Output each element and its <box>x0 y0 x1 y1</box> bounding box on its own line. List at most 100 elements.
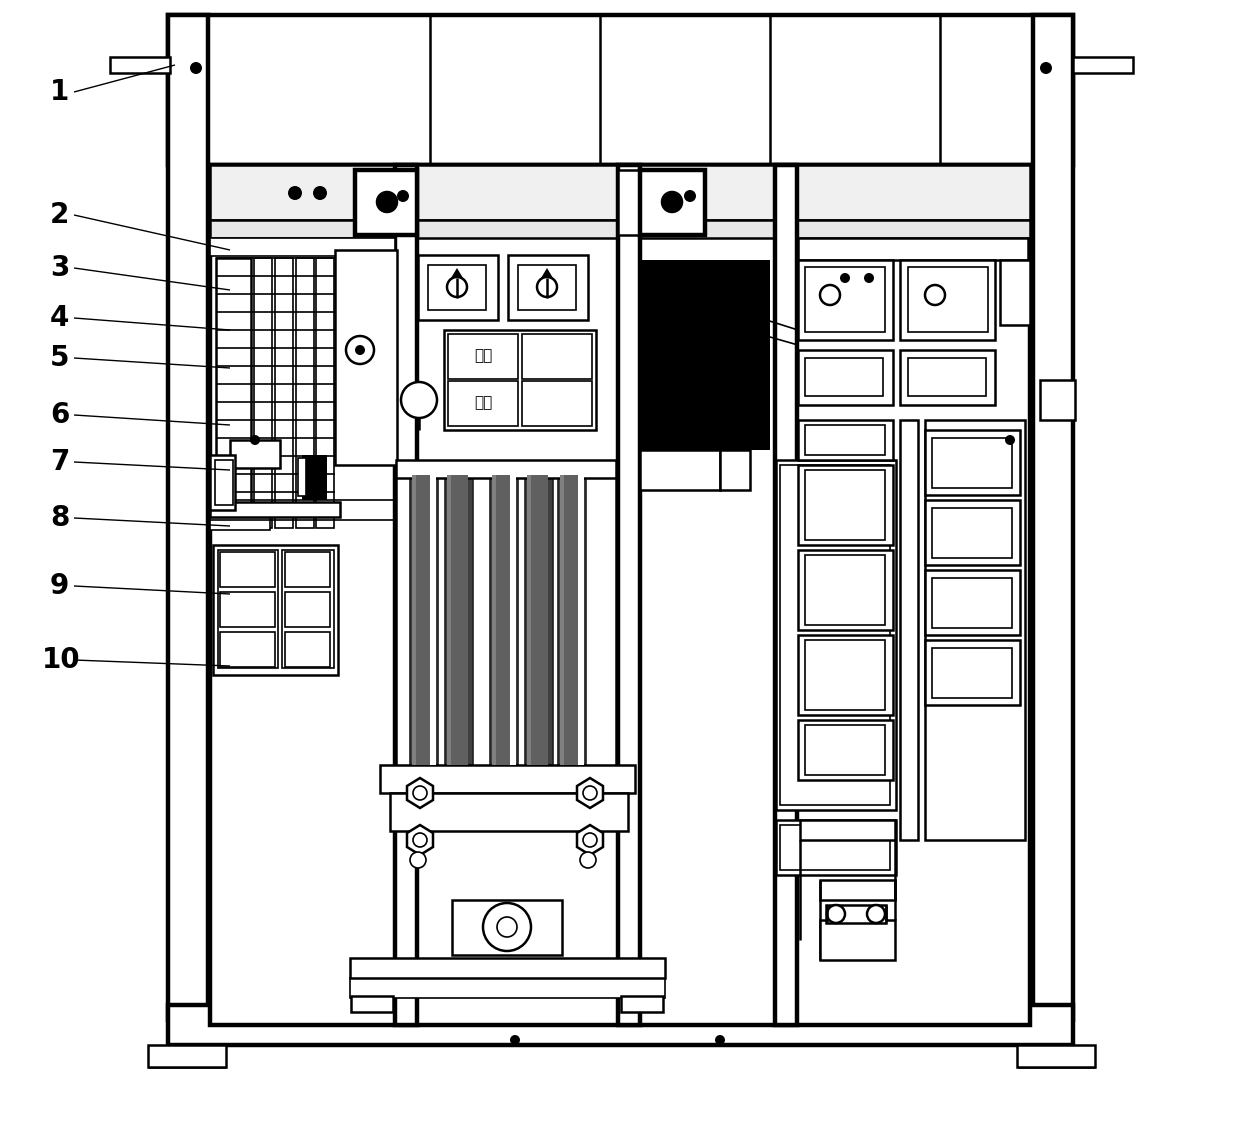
Bar <box>444 330 596 430</box>
Bar <box>216 258 250 528</box>
Bar <box>219 632 275 668</box>
Circle shape <box>684 190 696 202</box>
Bar <box>351 996 393 1012</box>
Bar <box>618 165 640 1025</box>
Circle shape <box>190 62 202 75</box>
Text: 分闸: 分闸 <box>474 396 492 411</box>
Bar <box>820 880 895 900</box>
Bar <box>925 430 1021 496</box>
Bar <box>396 165 417 1025</box>
Bar <box>932 578 1012 629</box>
Circle shape <box>827 905 844 923</box>
Circle shape <box>1004 435 1016 445</box>
Bar <box>391 793 627 830</box>
Bar <box>799 237 1028 260</box>
Bar <box>285 632 330 668</box>
Circle shape <box>355 345 365 356</box>
Circle shape <box>377 192 397 212</box>
Text: 6: 6 <box>50 401 69 429</box>
Circle shape <box>397 190 409 202</box>
Bar <box>210 518 270 530</box>
Bar <box>1040 380 1075 420</box>
Circle shape <box>864 273 874 283</box>
Bar <box>558 475 587 765</box>
Circle shape <box>510 1035 520 1045</box>
Text: 储能: 储能 <box>474 349 492 364</box>
Circle shape <box>497 916 517 937</box>
Bar <box>350 958 665 978</box>
Text: 10: 10 <box>42 646 81 674</box>
Bar <box>335 250 397 465</box>
Polygon shape <box>541 268 553 278</box>
Bar <box>900 260 994 340</box>
Bar <box>428 265 486 310</box>
Bar <box>167 15 208 1020</box>
Polygon shape <box>577 825 603 855</box>
Bar <box>219 552 275 587</box>
Bar <box>396 460 616 478</box>
Text: 1: 1 <box>50 78 69 106</box>
Polygon shape <box>577 778 603 807</box>
Bar <box>210 220 1030 237</box>
Bar <box>900 350 994 405</box>
Circle shape <box>413 833 427 846</box>
Text: 4: 4 <box>50 304 69 331</box>
Bar <box>925 500 1021 565</box>
Bar <box>490 475 518 765</box>
Text: 2: 2 <box>50 201 69 229</box>
Bar <box>415 475 433 765</box>
Bar <box>275 258 293 528</box>
Circle shape <box>312 186 327 200</box>
Text: 7: 7 <box>50 448 69 476</box>
Circle shape <box>662 192 682 212</box>
Bar <box>522 334 591 379</box>
Bar <box>492 475 496 765</box>
Bar <box>799 260 893 340</box>
Circle shape <box>250 435 260 445</box>
Text: 3: 3 <box>50 253 69 282</box>
Bar <box>285 552 330 587</box>
Circle shape <box>413 786 427 799</box>
Bar <box>448 381 518 426</box>
Bar <box>210 237 396 256</box>
Bar <box>799 350 893 405</box>
Bar <box>396 465 616 780</box>
Circle shape <box>839 273 849 283</box>
Bar <box>410 475 438 765</box>
Bar <box>720 450 750 490</box>
Circle shape <box>346 336 374 364</box>
Bar <box>281 551 334 668</box>
Bar <box>780 825 890 871</box>
Bar <box>908 358 986 396</box>
Circle shape <box>1040 62 1052 75</box>
Bar <box>799 720 893 780</box>
Bar <box>210 165 1030 220</box>
Bar <box>303 455 327 500</box>
Bar <box>805 267 885 331</box>
Circle shape <box>446 276 467 297</box>
Bar <box>219 592 275 627</box>
Bar <box>799 551 893 630</box>
Bar <box>800 820 895 840</box>
Bar <box>805 725 885 775</box>
Circle shape <box>537 276 557 297</box>
Bar <box>805 555 885 625</box>
Text: 9: 9 <box>50 572 69 600</box>
Circle shape <box>401 382 436 418</box>
Bar <box>527 475 531 765</box>
Bar <box>925 420 1025 840</box>
Bar <box>1073 57 1133 73</box>
Bar <box>805 426 885 455</box>
Bar <box>355 170 417 235</box>
Bar <box>213 545 339 674</box>
Bar <box>518 265 577 310</box>
Bar <box>780 465 890 805</box>
Bar <box>529 475 548 765</box>
Circle shape <box>925 284 945 305</box>
Polygon shape <box>451 268 463 278</box>
Bar <box>412 475 415 765</box>
Bar <box>826 905 887 923</box>
Bar <box>799 635 893 715</box>
Bar <box>925 570 1021 635</box>
Bar <box>1017 1045 1095 1067</box>
